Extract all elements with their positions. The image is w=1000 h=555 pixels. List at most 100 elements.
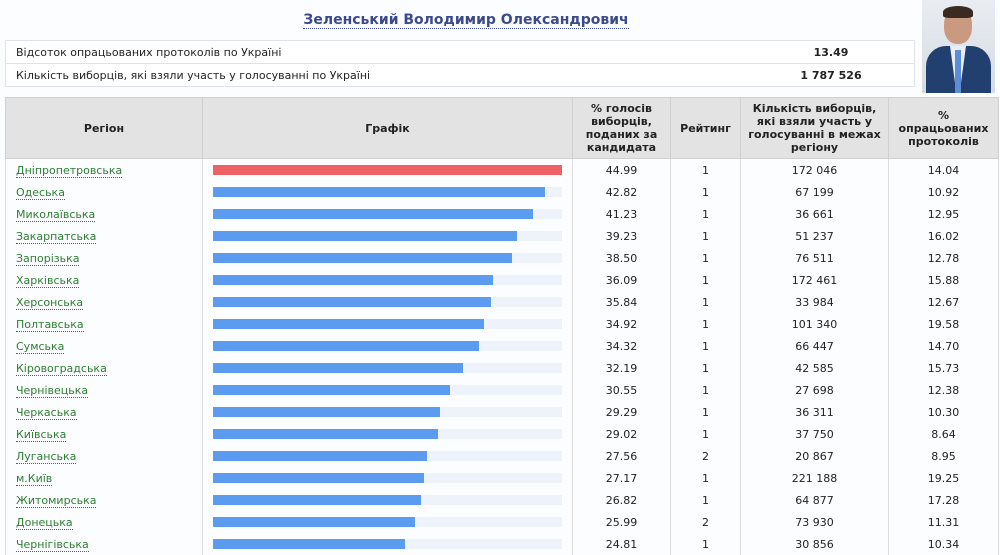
bar-track [213,231,562,241]
region-link[interactable]: Дніпропетровська [16,163,123,178]
region-link[interactable]: Київська [16,427,67,442]
voters-cell: 66 447 [740,335,889,357]
chart-cell [202,158,573,181]
voters-cell: 221 188 [740,467,889,489]
bar-fill [213,165,562,175]
summary-row-processed: Відсоток опрацьованих протоколів по Укра… [6,41,914,64]
region-link[interactable]: Сумська [16,339,65,354]
voters-cell: 30 856 [740,533,889,555]
region-link[interactable]: Одеська [16,185,65,200]
percent-cell: 38.50 [572,247,671,269]
processed-cell: 15.73 [888,357,999,379]
region-cell: Одеська [5,181,203,203]
voters-cell: 64 877 [740,489,889,511]
table-row: Донецька 25.99 2 73 930 11.31 [5,511,999,533]
processed-cell: 8.95 [888,445,999,467]
voters-cell: 76 511 [740,247,889,269]
region-link[interactable]: Полтавська [16,317,84,332]
chart-cell [202,489,573,511]
header-voters: Кількість виборців, які взяли участь у г… [740,97,889,159]
voters-cell: 172 046 [740,158,889,181]
rank-cell: 1 [670,379,741,401]
percent-cell: 24.81 [572,533,671,555]
region-link[interactable]: Харківська [16,273,80,288]
region-cell: Кіровоградська [5,357,203,379]
percent-cell: 29.02 [572,423,671,445]
percent-cell: 41.23 [572,203,671,225]
region-link[interactable]: Миколаївська [16,207,96,222]
region-link[interactable]: Луганська [16,449,77,464]
bar-track [213,275,562,285]
table-row: Запорізька 38.50 1 76 511 12.78 [5,247,999,269]
percent-cell: 42.82 [572,181,671,203]
rank-cell: 1 [670,247,741,269]
bar-track [213,473,562,483]
bar-fill [213,451,427,461]
table-row: Сумська 34.32 1 66 447 14.70 [5,335,999,357]
processed-cell: 15.88 [888,269,999,291]
bar-track [213,407,562,417]
rank-cell: 1 [670,181,741,203]
summary-label: Кількість виборців, які взяли участь у г… [16,68,371,82]
results-table: Регіон Графік % голосів виборців, подани… [5,97,999,555]
percent-cell: 44.99 [572,158,671,181]
table-row: Київська 29.02 1 37 750 8.64 [5,423,999,445]
chart-cell [202,335,573,357]
region-cell: Луганська [5,445,203,467]
chart-cell [202,203,573,225]
bar-track [213,385,562,395]
chart-cell [202,247,573,269]
bar-fill [213,297,491,307]
region-link[interactable]: Закарпатська [16,229,97,244]
chart-cell [202,423,573,445]
processed-cell: 10.30 [888,401,999,423]
summary-row-voters: Кількість виборців, які взяли участь у г… [6,64,914,86]
bar-track [213,297,562,307]
chart-cell [202,313,573,335]
processed-cell: 10.34 [888,533,999,555]
region-link[interactable]: Запорізька [16,251,80,266]
chart-cell [202,533,573,555]
region-cell: Чернігівська [5,533,203,555]
header-processed: % опрацьованих протоколів [888,97,999,159]
region-cell: Черкаська [5,401,203,423]
voters-cell: 27 698 [740,379,889,401]
region-cell: м.Київ [5,467,203,489]
region-link[interactable]: Житомирська [16,493,97,508]
voters-cell: 67 199 [740,181,889,203]
bar-fill [213,187,546,197]
percent-cell: 36.09 [572,269,671,291]
region-link[interactable]: Кіровоградська [16,361,107,376]
bar-track [213,253,562,263]
table-row: Полтавська 34.92 1 101 340 19.58 [5,313,999,335]
candidate-name[interactable]: Зеленський Володимир Олександрович [303,12,629,29]
bar-fill [213,473,424,483]
percent-cell: 34.32 [572,335,671,357]
rank-cell: 1 [670,225,741,247]
bar-track [213,187,562,197]
region-link[interactable]: Черкаська [16,405,77,420]
region-link[interactable]: Херсонська [16,295,84,310]
header-rank: Рейтинг [670,97,741,159]
processed-cell: 10.92 [888,181,999,203]
table-row: Житомирська 26.82 1 64 877 17.28 [5,489,999,511]
table-row: Чернігівська 24.81 1 30 856 10.34 [5,533,999,555]
region-cell: Київська [5,423,203,445]
region-cell: Миколаївська [5,203,203,225]
bar-track [213,539,562,549]
region-cell: Запорізька [5,247,203,269]
region-cell: Чернівецька [5,379,203,401]
bar-fill [213,275,493,285]
region-link[interactable]: Чернігівська [16,537,89,552]
summary-value: 1 787 526 [800,68,862,82]
region-cell: Харківська [5,269,203,291]
chart-cell [202,467,573,489]
region-cell: Полтавська [5,313,203,335]
region-link[interactable]: м.Київ [16,471,53,486]
rank-cell: 1 [670,467,741,489]
region-link[interactable]: Чернівецька [16,383,89,398]
processed-cell: 17.28 [888,489,999,511]
chart-cell [202,291,573,313]
candidate-title: Зеленський Володимир Олександрович [0,12,932,29]
region-link[interactable]: Донецька [16,515,73,530]
